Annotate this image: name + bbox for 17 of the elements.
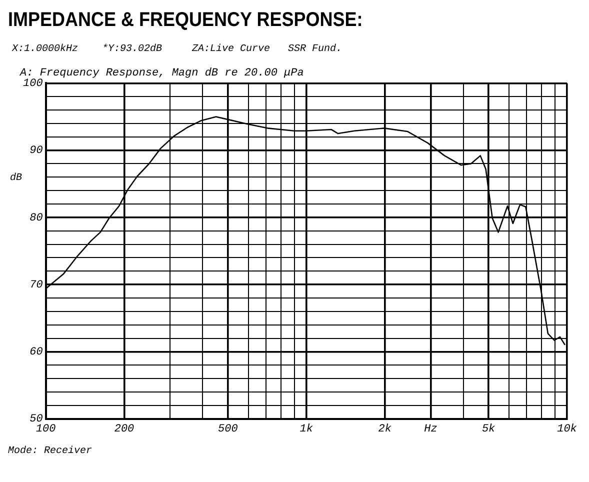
chart-title: IMPEDANCE & FREQUENCY RESPONSE: (8, 8, 364, 33)
x-tick-label: Hz (424, 423, 438, 436)
chart-subtitle: A: Frequency Response, Magn dB re 20.00 μPa (19, 68, 304, 80)
text: Mode: Receiver (8, 446, 94, 457)
y-tick-label: 100 (22, 78, 44, 90)
text: X:1.0000kHz *Y:93.02dB ZA:Live Curve SSR Fund. (10, 44, 344, 57)
x-tick-label: 200 (114, 423, 135, 436)
x-tick-label: 10k (557, 423, 578, 436)
x-tick-label: 1k (300, 423, 314, 436)
x-tick-label: 5k (482, 423, 496, 436)
y-tick-label: 90 (30, 145, 44, 158)
x-tick-label: 500 (218, 423, 238, 436)
y-tick-label: 70 (30, 279, 44, 292)
y-tick-label: 80 (30, 212, 44, 224)
x-tick-label: 2k (378, 423, 392, 436)
y-tick-label: 60 (30, 346, 44, 359)
y-axis-title: dB (10, 172, 22, 184)
